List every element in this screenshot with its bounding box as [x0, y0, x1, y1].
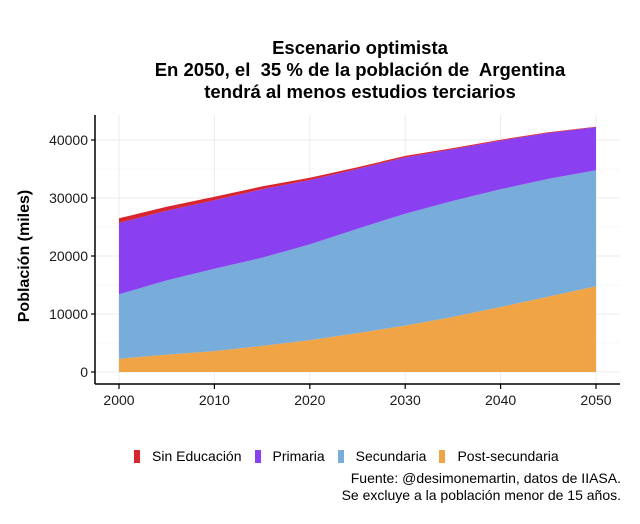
chart-title-line-1: Escenario optimista — [272, 37, 448, 58]
area-primaria — [119, 127, 596, 295]
area-secundaria — [119, 170, 596, 359]
legend-label: Primaria — [272, 448, 325, 464]
legend-label: Secundaria — [355, 448, 427, 464]
y-tick-label: 10000 — [49, 306, 88, 322]
legend: Sin Educación Primaria Secundaria Post-s… — [134, 448, 572, 464]
stacked-areas — [119, 126, 596, 372]
y-axis-title: Población (miles) — [16, 190, 33, 322]
x-tick-label: 2000 — [103, 392, 134, 408]
chart-title-line-3: tendrá al menos estudios terciarios — [204, 81, 516, 102]
legend-key-post-secundaria — [439, 449, 446, 463]
y-tick-label: 20000 — [49, 248, 88, 264]
y-tick-label: 0 — [80, 364, 88, 380]
chart-title-line-2: En 2050, el 35 % de la población de Arge… — [154, 59, 566, 80]
legend-key-sin-educacion — [134, 449, 140, 463]
y-tick-label: 30000 — [49, 190, 88, 206]
chart-title: Escenario optimista En 2050, el 35 % de … — [100, 37, 620, 103]
legend-item-post-secundaria: Post-secundaria — [439, 448, 559, 464]
legend-label: Post-secundaria — [457, 448, 559, 464]
caption-note: Se excluye a la población menor de 15 añ… — [341, 487, 621, 503]
caption-source: Fuente: @desimonemartin, datos de IIASA. — [350, 470, 621, 486]
legend-item-secundaria: Secundaria — [337, 448, 427, 464]
y-tick-label: 40000 — [49, 132, 88, 148]
legend-key-primaria — [254, 449, 261, 463]
legend-key-secundaria — [337, 449, 344, 463]
x-tick-label: 2020 — [294, 392, 325, 408]
source-caption: Fuente: @desimonemartin, datos de IIASA.… — [342, 470, 621, 504]
area-post-secundaria — [119, 286, 596, 372]
y-ticks: 0 10000 20000 30000 40000 — [49, 132, 95, 380]
legend-label: Sin Educación — [152, 448, 242, 464]
x-tick-label: 2050 — [580, 392, 611, 408]
x-tick-label: 2010 — [199, 392, 230, 408]
x-ticks: 2000 2010 2020 2030 2040 2050 — [103, 384, 612, 408]
axes — [94, 115, 620, 385]
x-tick-label: 2030 — [390, 392, 421, 408]
x-tick-label: 2040 — [485, 392, 516, 408]
legend-item-primaria: Primaria — [254, 448, 325, 464]
legend-item-sin-educacion: Sin Educación — [134, 448, 242, 464]
